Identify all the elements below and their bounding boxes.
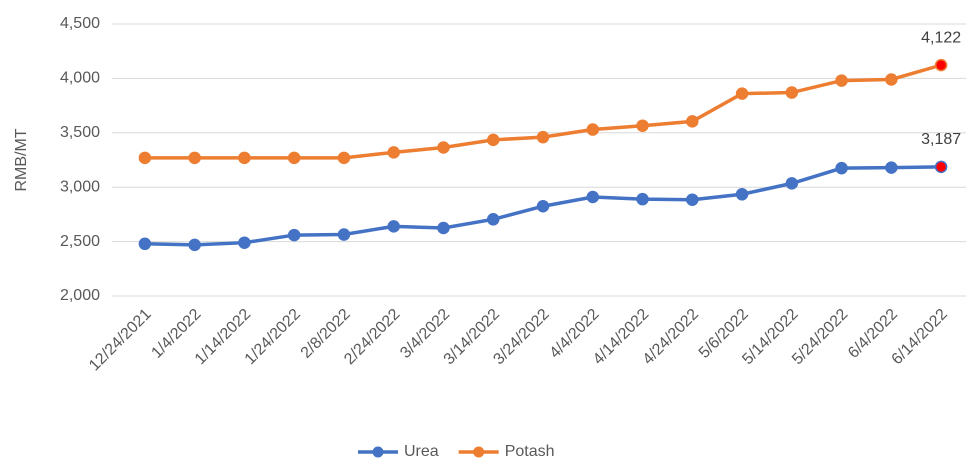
data-point (686, 115, 699, 128)
data-point (835, 161, 848, 175)
data-point (934, 160, 948, 174)
y-tick-label: 4,000 (60, 70, 100, 87)
data-point (387, 146, 400, 159)
data-point (785, 86, 799, 99)
data-label: 3,187 (921, 131, 961, 148)
data-point (188, 238, 201, 252)
data-point (287, 228, 301, 242)
data-point (636, 119, 649, 132)
legend-marker (372, 446, 384, 458)
y-tick-label: 3,000 (60, 178, 100, 195)
y-tick-label: 4,500 (60, 15, 100, 32)
data-point (287, 151, 301, 165)
x-tick-label: 12/24/2021 (86, 306, 155, 375)
data-point (636, 192, 649, 206)
data-point (835, 74, 848, 87)
data-point (138, 237, 152, 251)
data-point (686, 193, 699, 206)
y-axis-title: RMB/MT (13, 128, 30, 191)
data-point (387, 220, 400, 233)
y-tick-label: 2,000 (60, 287, 100, 304)
legend-label: Urea (404, 443, 439, 460)
legend-label: Potash (505, 443, 555, 460)
data-label: 4,122 (921, 29, 961, 46)
data-point (138, 151, 152, 165)
data-point (536, 130, 550, 144)
data-point (337, 228, 351, 241)
data-point (486, 133, 500, 147)
data-point (735, 188, 749, 201)
data-point (238, 151, 251, 165)
data-point (885, 73, 898, 86)
data-point (586, 190, 600, 204)
legend-marker (473, 446, 485, 458)
data-point (785, 177, 799, 190)
data-point (934, 58, 948, 72)
data-point (437, 221, 450, 235)
data-point (188, 151, 201, 165)
data-point (885, 161, 898, 174)
data-point (437, 141, 450, 154)
data-point (536, 199, 550, 213)
data-point (337, 151, 351, 165)
data-point (586, 123, 600, 136)
y-tick-label: 3,500 (60, 124, 100, 141)
data-point (486, 213, 500, 226)
data-point (238, 236, 251, 249)
series-line (144, 63, 942, 160)
data-point (735, 87, 749, 100)
y-tick-label: 2,500 (60, 233, 100, 250)
